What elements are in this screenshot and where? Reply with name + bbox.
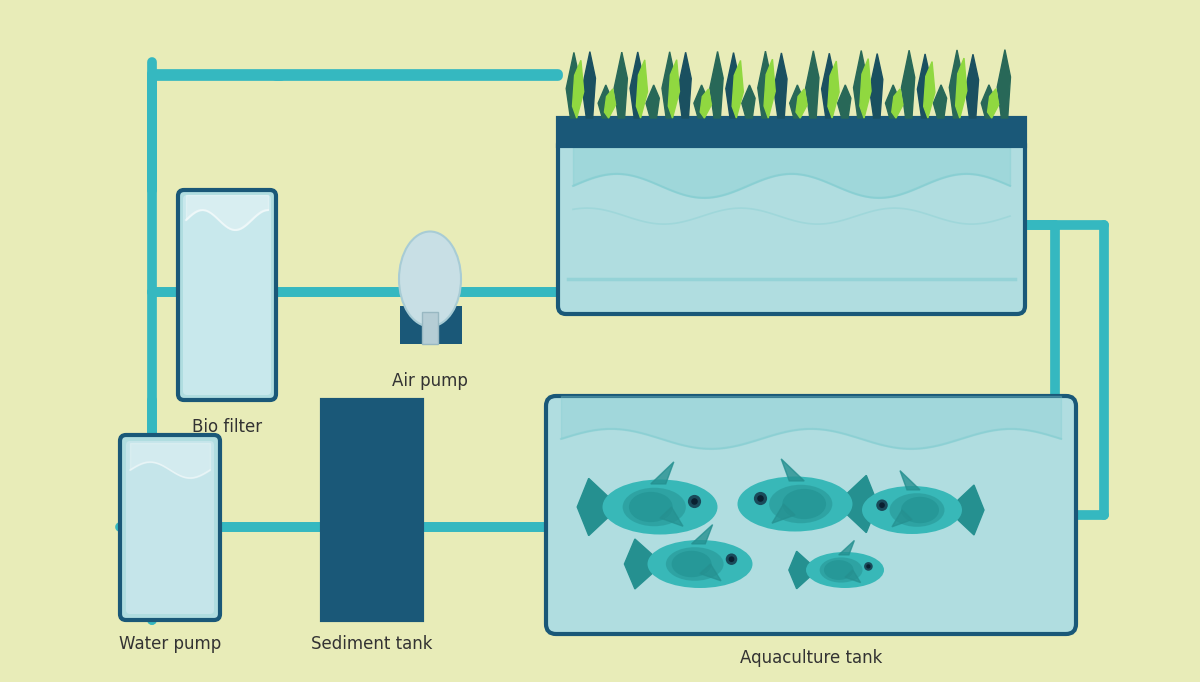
Circle shape xyxy=(757,495,763,502)
FancyBboxPatch shape xyxy=(182,195,271,395)
Polygon shape xyxy=(934,85,947,118)
Polygon shape xyxy=(796,89,808,118)
Polygon shape xyxy=(624,539,660,589)
Polygon shape xyxy=(572,60,583,118)
Polygon shape xyxy=(700,564,721,581)
Polygon shape xyxy=(691,524,713,544)
Bar xyxy=(400,306,462,344)
Polygon shape xyxy=(965,55,978,118)
Circle shape xyxy=(726,553,737,565)
Polygon shape xyxy=(742,85,755,118)
Ellipse shape xyxy=(666,547,724,581)
Polygon shape xyxy=(757,51,772,118)
Polygon shape xyxy=(630,52,643,118)
Circle shape xyxy=(754,492,767,505)
Circle shape xyxy=(880,503,884,508)
Polygon shape xyxy=(917,54,931,118)
Polygon shape xyxy=(614,52,628,118)
Polygon shape xyxy=(892,510,912,527)
Polygon shape xyxy=(774,53,787,118)
Text: Aquaculture tank: Aquaculture tank xyxy=(740,649,882,667)
Polygon shape xyxy=(678,53,691,118)
Polygon shape xyxy=(694,85,707,118)
Ellipse shape xyxy=(806,552,884,588)
Bar xyxy=(558,118,1025,146)
Ellipse shape xyxy=(398,231,461,327)
Polygon shape xyxy=(662,52,676,118)
Ellipse shape xyxy=(782,489,826,519)
Polygon shape xyxy=(577,478,617,535)
Circle shape xyxy=(876,499,888,511)
Polygon shape xyxy=(598,85,612,118)
Polygon shape xyxy=(701,89,712,118)
Polygon shape xyxy=(900,471,920,490)
Polygon shape xyxy=(726,53,739,118)
Ellipse shape xyxy=(629,492,673,522)
Polygon shape xyxy=(710,52,724,118)
Polygon shape xyxy=(660,507,683,527)
Polygon shape xyxy=(988,89,998,118)
Polygon shape xyxy=(668,60,679,118)
Polygon shape xyxy=(650,462,674,484)
Circle shape xyxy=(691,498,698,505)
Text: Bio filter: Bio filter xyxy=(192,418,262,436)
Polygon shape xyxy=(853,50,866,118)
Polygon shape xyxy=(646,85,659,118)
Polygon shape xyxy=(732,61,743,118)
Polygon shape xyxy=(772,504,796,523)
Bar xyxy=(322,400,422,620)
Text: Water pump: Water pump xyxy=(119,635,221,653)
FancyBboxPatch shape xyxy=(558,136,1025,314)
Ellipse shape xyxy=(862,486,962,534)
Polygon shape xyxy=(788,551,815,589)
FancyBboxPatch shape xyxy=(178,190,276,400)
Ellipse shape xyxy=(738,477,852,531)
Polygon shape xyxy=(636,60,648,118)
Ellipse shape xyxy=(769,485,833,523)
Bar xyxy=(422,312,438,344)
Polygon shape xyxy=(790,85,803,118)
Polygon shape xyxy=(886,85,899,118)
Polygon shape xyxy=(582,52,595,118)
Ellipse shape xyxy=(672,551,712,577)
Polygon shape xyxy=(822,53,835,118)
Circle shape xyxy=(728,557,734,562)
FancyBboxPatch shape xyxy=(546,396,1076,634)
Text: Sediment tank: Sediment tank xyxy=(311,635,433,653)
Ellipse shape xyxy=(648,540,752,588)
Circle shape xyxy=(864,562,872,571)
Polygon shape xyxy=(901,50,914,118)
Text: Air pump: Air pump xyxy=(392,372,468,390)
Circle shape xyxy=(688,495,701,508)
Polygon shape xyxy=(764,59,775,118)
Polygon shape xyxy=(949,50,962,118)
FancyBboxPatch shape xyxy=(126,441,214,614)
Polygon shape xyxy=(892,89,902,118)
Polygon shape xyxy=(805,51,818,118)
Ellipse shape xyxy=(889,493,944,527)
Ellipse shape xyxy=(901,496,940,523)
Polygon shape xyxy=(605,89,616,118)
Polygon shape xyxy=(924,61,935,118)
Polygon shape xyxy=(860,59,871,118)
Ellipse shape xyxy=(824,560,853,580)
Polygon shape xyxy=(845,570,860,582)
Ellipse shape xyxy=(623,488,686,527)
Polygon shape xyxy=(982,85,995,118)
Polygon shape xyxy=(566,53,580,118)
Polygon shape xyxy=(781,459,804,481)
Polygon shape xyxy=(870,54,883,118)
Polygon shape xyxy=(838,85,851,118)
Ellipse shape xyxy=(820,557,863,582)
Polygon shape xyxy=(950,485,984,535)
Circle shape xyxy=(866,564,870,569)
Ellipse shape xyxy=(602,479,718,535)
Polygon shape xyxy=(839,540,854,555)
Polygon shape xyxy=(839,475,878,533)
Polygon shape xyxy=(997,50,1010,118)
Polygon shape xyxy=(828,61,839,118)
FancyBboxPatch shape xyxy=(120,435,220,620)
Polygon shape xyxy=(955,58,967,118)
